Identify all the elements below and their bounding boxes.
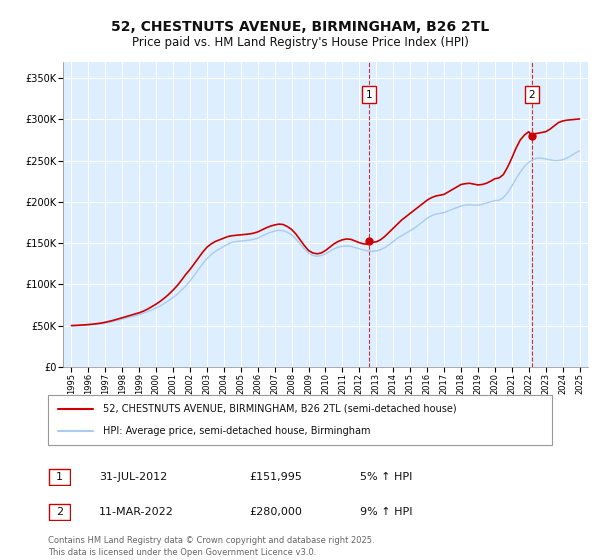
Text: Price paid vs. HM Land Registry's House Price Index (HPI): Price paid vs. HM Land Registry's House … bbox=[131, 36, 469, 49]
Text: 1: 1 bbox=[56, 472, 63, 482]
Text: Contains HM Land Registry data © Crown copyright and database right 2025.
This d: Contains HM Land Registry data © Crown c… bbox=[48, 536, 374, 557]
Text: 52, CHESTNUTS AVENUE, BIRMINGHAM, B26 2TL: 52, CHESTNUTS AVENUE, BIRMINGHAM, B26 2T… bbox=[111, 20, 489, 34]
Text: £280,000: £280,000 bbox=[249, 507, 302, 517]
Text: HPI: Average price, semi-detached house, Birmingham: HPI: Average price, semi-detached house,… bbox=[103, 426, 371, 436]
Text: 9% ↑ HPI: 9% ↑ HPI bbox=[360, 507, 413, 517]
Text: 52, CHESTNUTS AVENUE, BIRMINGHAM, B26 2TL (semi-detached house): 52, CHESTNUTS AVENUE, BIRMINGHAM, B26 2T… bbox=[103, 404, 457, 414]
Text: 2: 2 bbox=[56, 507, 63, 517]
Text: 1: 1 bbox=[366, 90, 373, 100]
Text: 2: 2 bbox=[529, 90, 535, 100]
Text: £151,995: £151,995 bbox=[249, 472, 302, 482]
Text: 11-MAR-2022: 11-MAR-2022 bbox=[99, 507, 174, 517]
Text: 31-JUL-2012: 31-JUL-2012 bbox=[99, 472, 167, 482]
Text: 5% ↑ HPI: 5% ↑ HPI bbox=[360, 472, 412, 482]
